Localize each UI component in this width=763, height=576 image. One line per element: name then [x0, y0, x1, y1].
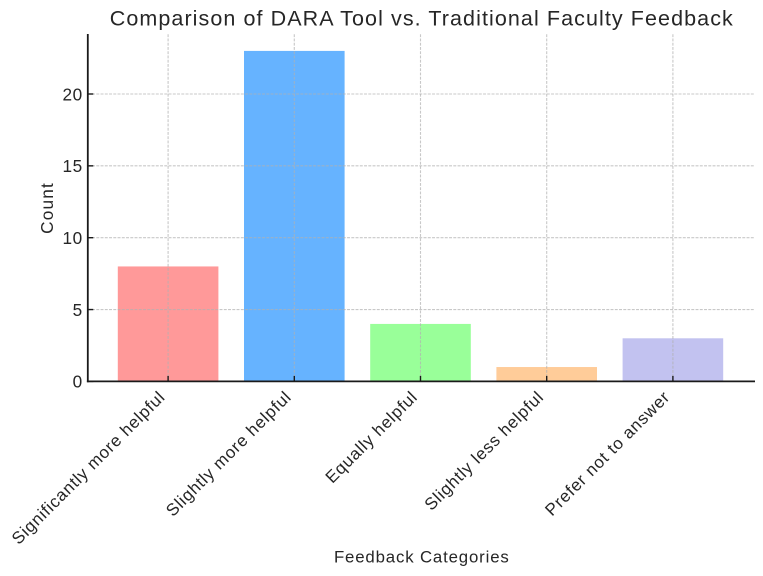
svg-text:Comparison of DARA Tool vs. Tr: Comparison of DARA Tool vs. Traditional …	[110, 7, 734, 31]
svg-text:Feedback Categories: Feedback Categories	[334, 548, 510, 567]
svg-text:Count: Count	[37, 182, 57, 234]
svg-text:0: 0	[73, 372, 83, 392]
svg-text:15: 15	[62, 156, 82, 176]
svg-text:5: 5	[73, 300, 83, 320]
svg-text:10: 10	[62, 228, 82, 248]
svg-text:20: 20	[62, 84, 82, 104]
